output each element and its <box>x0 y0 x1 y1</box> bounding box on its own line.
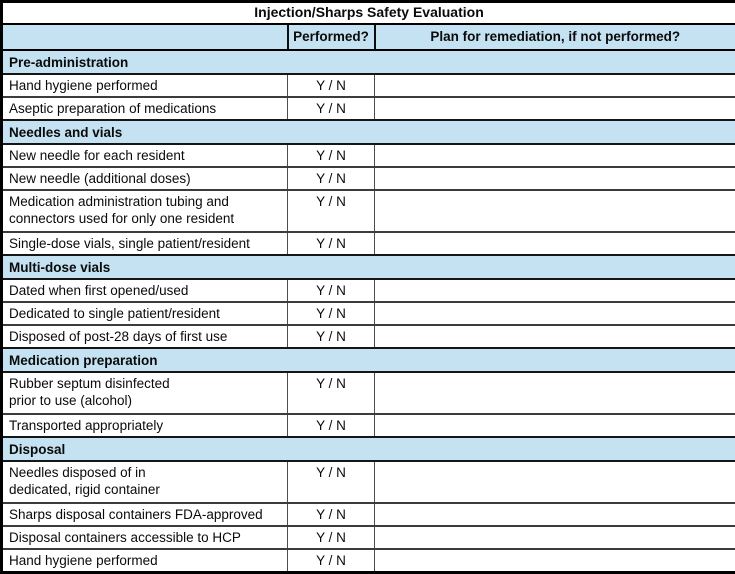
item-label: Hand hygiene performed <box>1 548 288 573</box>
column-header-remediation: Plan for remediation, if not performed? <box>373 23 735 51</box>
item-label: New needle (additional doses) <box>1 165 288 190</box>
remediation-cell[interactable] <box>373 413 735 438</box>
item-label: Dated when first opened/used <box>1 277 288 302</box>
item-label: Single-dose vials, single patient/reside… <box>1 230 288 255</box>
section-header-pre-administration: Pre-administration <box>1 48 735 75</box>
performed-value[interactable]: Y / N <box>287 165 375 190</box>
page-title: Injection/Sharps Safety Evaluation <box>1 1 735 25</box>
performed-value[interactable]: Y / N <box>287 95 375 120</box>
remediation-cell[interactable] <box>373 323 735 348</box>
table-row: Dated when first opened/used Y / N <box>1 277 735 302</box>
item-label: Aseptic preparation of medications <box>1 95 288 120</box>
performed-value[interactable]: Y / N <box>287 502 375 527</box>
remediation-cell[interactable] <box>373 165 735 190</box>
section-title: Pre-administration <box>1 48 735 75</box>
performed-value[interactable]: Y / N <box>287 230 375 255</box>
table-row: Medication administration tubing and con… <box>1 188 735 232</box>
table-row: Hand hygiene performed Y / N <box>1 72 735 97</box>
table-row: Disposed of post-28 days of first use Y … <box>1 323 735 348</box>
section-title: Multi-dose vials <box>1 253 735 280</box>
remediation-cell[interactable] <box>373 95 735 120</box>
item-label: Sharps disposal containers FDA-approved <box>1 502 288 527</box>
item-label: Disposed of post-28 days of first use <box>1 323 288 348</box>
item-label: Disposal containers accessible to HCP <box>1 525 288 550</box>
section-header-disposal: Disposal <box>1 436 735 463</box>
item-label: Needles disposed of in dedicated, rigid … <box>1 460 288 504</box>
table-row: Sharps disposal containers FDA-approved … <box>1 502 735 527</box>
performed-value[interactable]: Y / N <box>287 300 375 325</box>
remediation-cell[interactable] <box>373 277 735 302</box>
performed-value[interactable]: Y / N <box>287 323 375 348</box>
item-label: Hand hygiene performed <box>1 72 288 97</box>
column-header-empty <box>1 23 288 51</box>
performed-value[interactable]: Y / N <box>287 460 375 504</box>
title-row: Injection/Sharps Safety Evaluation <box>1 1 735 25</box>
table-row: New needle for each resident Y / N <box>1 142 735 167</box>
item-label: New needle for each resident <box>1 142 288 167</box>
table-row: Single-dose vials, single patient/reside… <box>1 230 735 255</box>
performed-value[interactable]: Y / N <box>287 525 375 550</box>
table-row: New needle (additional doses) Y / N <box>1 165 735 190</box>
table-row: Needles disposed of in dedicated, rigid … <box>1 460 735 504</box>
table-row: Aseptic preparation of medications Y / N <box>1 95 735 120</box>
table-row: Dedicated to single patient/resident Y /… <box>1 300 735 325</box>
remediation-cell[interactable] <box>373 72 735 97</box>
item-label: Medication administration tubing and con… <box>1 188 288 232</box>
remediation-cell[interactable] <box>373 525 735 550</box>
remediation-cell[interactable] <box>373 230 735 255</box>
column-header-row: Performed? Plan for remediation, if not … <box>1 23 735 51</box>
item-label: Dedicated to single patient/resident <box>1 300 288 325</box>
table-row: Disposal containers accessible to HCP Y … <box>1 525 735 550</box>
performed-value[interactable]: Y / N <box>287 142 375 167</box>
performed-value[interactable]: Y / N <box>287 72 375 97</box>
remediation-cell[interactable] <box>373 460 735 504</box>
performed-value[interactable]: Y / N <box>287 548 375 573</box>
column-header-performed: Performed? <box>286 23 375 51</box>
performed-value[interactable]: Y / N <box>287 277 375 302</box>
section-header-needles-and-vials: Needles and vials <box>1 118 735 145</box>
section-header-multi-dose-vials: Multi-dose vials <box>1 253 735 280</box>
performed-value[interactable]: Y / N <box>287 188 375 232</box>
performed-value[interactable]: Y / N <box>287 413 375 438</box>
table-row: Transported appropriately Y / N <box>1 413 735 438</box>
remediation-cell[interactable] <box>373 502 735 527</box>
section-title: Medication preparation <box>1 346 735 374</box>
remediation-cell[interactable] <box>373 548 735 573</box>
remediation-cell[interactable] <box>373 142 735 167</box>
table-row: Rubber septum disinfected prior to use (… <box>1 370 735 415</box>
section-title: Disposal <box>1 436 735 463</box>
table-row: Hand hygiene performed Y / N <box>1 548 735 573</box>
section-title: Needles and vials <box>1 118 735 145</box>
section-header-medication-preparation: Medication preparation <box>1 346 735 374</box>
item-label: Transported appropriately <box>1 413 288 438</box>
remediation-cell[interactable] <box>373 188 735 232</box>
remediation-cell[interactable] <box>373 370 735 415</box>
item-label: Rubber septum disinfected prior to use (… <box>1 370 288 415</box>
performed-value[interactable]: Y / N <box>287 370 375 415</box>
remediation-cell[interactable] <box>373 300 735 325</box>
